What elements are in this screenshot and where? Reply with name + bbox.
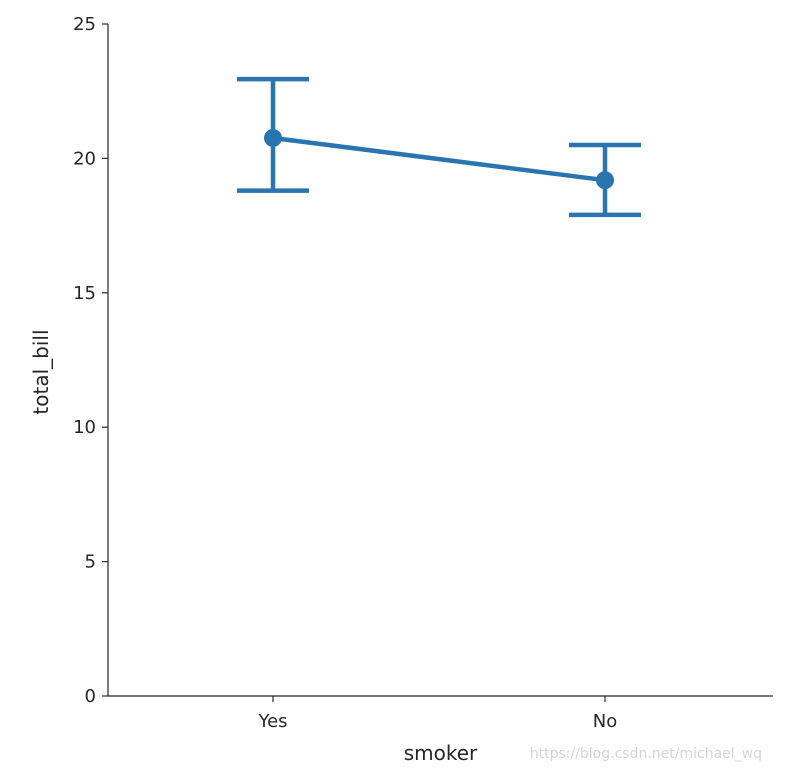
watermark: https://blog.csdn.net/michael_wq [529,746,762,762]
y-tick-label: 20 [73,148,96,169]
y-tick-label: 0 [85,686,96,707]
series-line [270,135,608,183]
data-point-no [596,171,614,190]
y-tick-label: 25 [73,14,96,35]
data-point-yes [264,128,282,147]
x-tick-label: Yes [257,711,287,732]
error-bars [237,76,641,218]
y-tick-label: 5 [85,552,96,573]
data-points [264,128,614,190]
y-axis-label: total_bill [29,329,53,414]
y-tick-label: 15 [73,283,96,304]
y-tick-label: 10 [73,417,96,438]
y-axis-ticks: 0 5 10 15 20 25 [73,14,108,707]
x-axis-label: smoker [404,741,478,765]
x-tick-label: No [593,711,617,732]
x-axis-ticks: Yes No [257,696,617,732]
